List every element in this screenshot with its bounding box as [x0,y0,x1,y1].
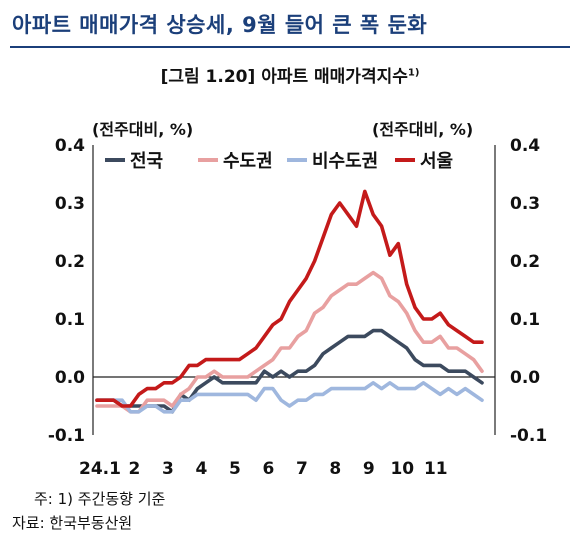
source: 자료: 한국부동산원 [12,514,133,532]
series-line [95,270,484,414]
y-tick-label-left: 0.1 [55,310,85,330]
y-tick-label-left: 0.2 [55,252,85,272]
x-tick-label: 10 [390,459,414,479]
footnote-mark: 1) [407,67,420,79]
unit-label-left: (전주대비, %) [92,120,194,139]
x-tick-label: 6 [262,459,274,479]
x-tick-label: 9 [363,459,375,479]
x-tick-label: 11 [424,459,448,479]
series-line [95,189,484,408]
y-tick-label-left: 0.4 [55,136,85,156]
legend-label: 수도권 [223,151,273,172]
headline-rule [10,46,570,48]
footnote: 주: 1) 주간동향 기준 [34,490,166,508]
y-tick-label-left: 0.0 [55,368,85,388]
x-tick-label: 24.1 [79,459,121,479]
unit-label-right: (전주대비, %) [372,120,474,139]
y-tick-label-right: -0.1 [510,426,547,446]
series-line [95,380,484,414]
y-tick-label-right: 0.0 [510,368,540,388]
y-tick-label-left: 0.3 [55,194,85,214]
plot-frame [92,145,496,435]
figure-title: [그림 1.20] 아파트 매매가격지수1) [0,62,580,87]
x-tick-label: 4 [196,459,208,479]
headline: 아파트 매매가격 상승세, 9월 들어 큰 폭 둔화 [12,13,428,37]
figure-label: [그림 1.20] 아파트 매매가격지수 [160,67,408,87]
legend-label: 비수도권 [312,151,378,172]
legend-label: 전국 [130,151,163,172]
y-tick-label-right: 0.2 [510,252,540,272]
x-tick-label: 2 [129,459,141,479]
x-tick-label: 7 [296,459,308,479]
y-tick-label-right: 0.1 [510,310,540,330]
x-tick-label: 5 [229,459,241,479]
y-tick-label-right: 0.3 [510,194,540,214]
legend-label: 서울 [420,151,453,172]
x-tick-label: 8 [329,459,341,479]
series-line [95,328,484,414]
y-tick-label-left: -0.1 [48,426,85,446]
x-tick-label: 3 [162,459,174,479]
y-tick-label-right: 0.4 [510,136,540,156]
